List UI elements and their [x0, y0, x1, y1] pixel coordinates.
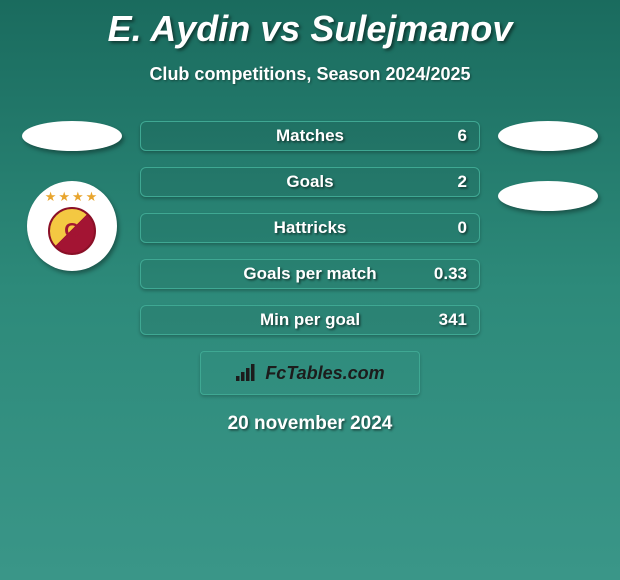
player2-name: Sulejmanov — [310, 8, 512, 49]
club-initial: G — [64, 220, 80, 243]
subtitle: Club competitions, Season 2024/2025 — [0, 64, 620, 85]
stat-label: Hattricks — [274, 218, 347, 238]
stat-bar-goals: Goals 2 — [140, 167, 480, 197]
stat-bar-matches: Matches 6 — [140, 121, 480, 151]
stat-bars: Matches 6 Goals 2 Hattricks 0 Goals per … — [140, 121, 480, 335]
galatasaray-logo: G — [48, 207, 96, 255]
stat-bar-hattricks: Hattricks 0 — [140, 213, 480, 243]
stat-value: 6 — [458, 126, 467, 146]
stat-bar-goals-per-match: Goals per match 0.33 — [140, 259, 480, 289]
club-stars: ★★★★ — [45, 189, 100, 205]
stat-label: Matches — [276, 126, 344, 146]
stat-value: 341 — [439, 310, 467, 330]
date-text: 20 november 2024 — [0, 413, 620, 435]
vs-text: vs — [260, 8, 300, 49]
stat-label: Min per goal — [260, 310, 360, 330]
player2-club-placeholder — [498, 181, 598, 211]
bar-chart-icon — [235, 364, 257, 382]
page-title: E. Aydin vs Sulejmanov — [0, 8, 620, 50]
player1-photo-placeholder — [22, 121, 122, 151]
brand-text: FcTables.com — [265, 363, 384, 384]
stats-area: ★★★★ G Matches 6 Goals 2 Hattricks 0 Goa… — [0, 121, 620, 335]
stat-label: Goals — [286, 172, 333, 192]
left-column: ★★★★ G — [22, 121, 122, 335]
stat-bar-min-per-goal: Min per goal 341 — [140, 305, 480, 335]
right-column — [498, 121, 598, 335]
player2-photo-placeholder — [498, 121, 598, 151]
stat-value: 0 — [458, 218, 467, 238]
stat-label: Goals per match — [243, 264, 376, 284]
stat-value: 0.33 — [434, 264, 467, 284]
stat-value: 2 — [458, 172, 467, 192]
player1-name: E. Aydin — [108, 8, 251, 49]
comparison-card: E. Aydin vs Sulejmanov Club competitions… — [0, 0, 620, 580]
player1-club-badge: ★★★★ G — [27, 181, 117, 271]
brand-badge[interactable]: FcTables.com — [200, 351, 420, 395]
